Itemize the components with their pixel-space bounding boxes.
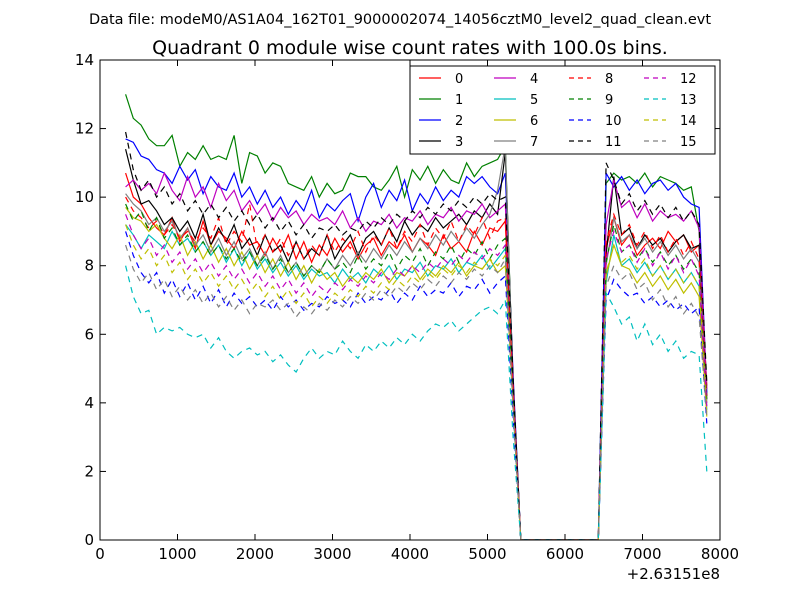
x-tick-label: 4000 [391,545,429,563]
series-line-2 [125,138,708,540]
x-offset-label: +2.63151e8 [627,565,720,583]
y-tick-label: 12 [75,120,94,138]
y-tick-label: 0 [84,531,94,549]
legend-label-14: 14 [680,114,697,129]
axes-frame [99,59,721,541]
legend-label-8: 8 [605,72,613,87]
chart-title: Quadrant 0 module wise count rates with … [152,37,668,59]
x-tick-label: 3000 [313,545,351,563]
y-tick-label: 6 [84,325,94,343]
series-line-8 [125,196,708,540]
legend-frame [409,65,716,155]
legend-label-13: 13 [680,93,697,108]
legend-label-6: 6 [530,114,538,129]
series-line-10 [125,231,708,540]
x-tick-label: 2000 [236,545,274,563]
series-line-12 [125,214,708,540]
legend-label-12: 12 [680,72,697,87]
legend-label-3: 3 [455,135,463,150]
series-line-9 [125,203,708,540]
y-tick-label: 14 [75,51,94,69]
y-tick-label: 2 [84,462,94,480]
series-line-13 [125,265,708,540]
y-tick-label: 4 [84,394,94,412]
series-line-4 [125,171,708,540]
legend-label-9: 9 [605,93,613,108]
legend-label-5: 5 [530,93,538,108]
figure-suptitle: Data file: modeM0/AS1A04_162T01_90000020… [89,12,711,28]
x-tick-label: 5000 [468,545,506,563]
legend-label-2: 2 [455,114,463,129]
y-tick-label: 10 [75,188,94,206]
x-tick-label: 1000 [158,545,196,563]
tick-layer: 0 1000 2000 3000 4000 5000 6000 7000 80000246810… [75,51,739,563]
x-tick-label: 6000 [546,545,584,563]
series-line-3 [125,148,708,540]
legend-label-0: 0 [455,72,463,87]
x-tick-label: 7000 [623,545,661,563]
series-line-1 [125,94,708,540]
x-tick-label: 0 [95,545,105,563]
legend-label-1: 1 [455,93,463,108]
series-line-14 [125,224,708,540]
legend-label-7: 7 [530,135,538,150]
legend-label-10: 10 [605,114,622,129]
y-tick-label: 8 [84,257,94,275]
x-tick-label: 8000 [701,545,739,563]
series-line-15 [125,244,708,540]
legend-label-4: 4 [530,72,538,87]
series-line-6 [125,207,708,540]
legend-label-15: 15 [680,135,697,150]
series-layer [125,94,708,540]
legend-label-11: 11 [605,135,622,150]
